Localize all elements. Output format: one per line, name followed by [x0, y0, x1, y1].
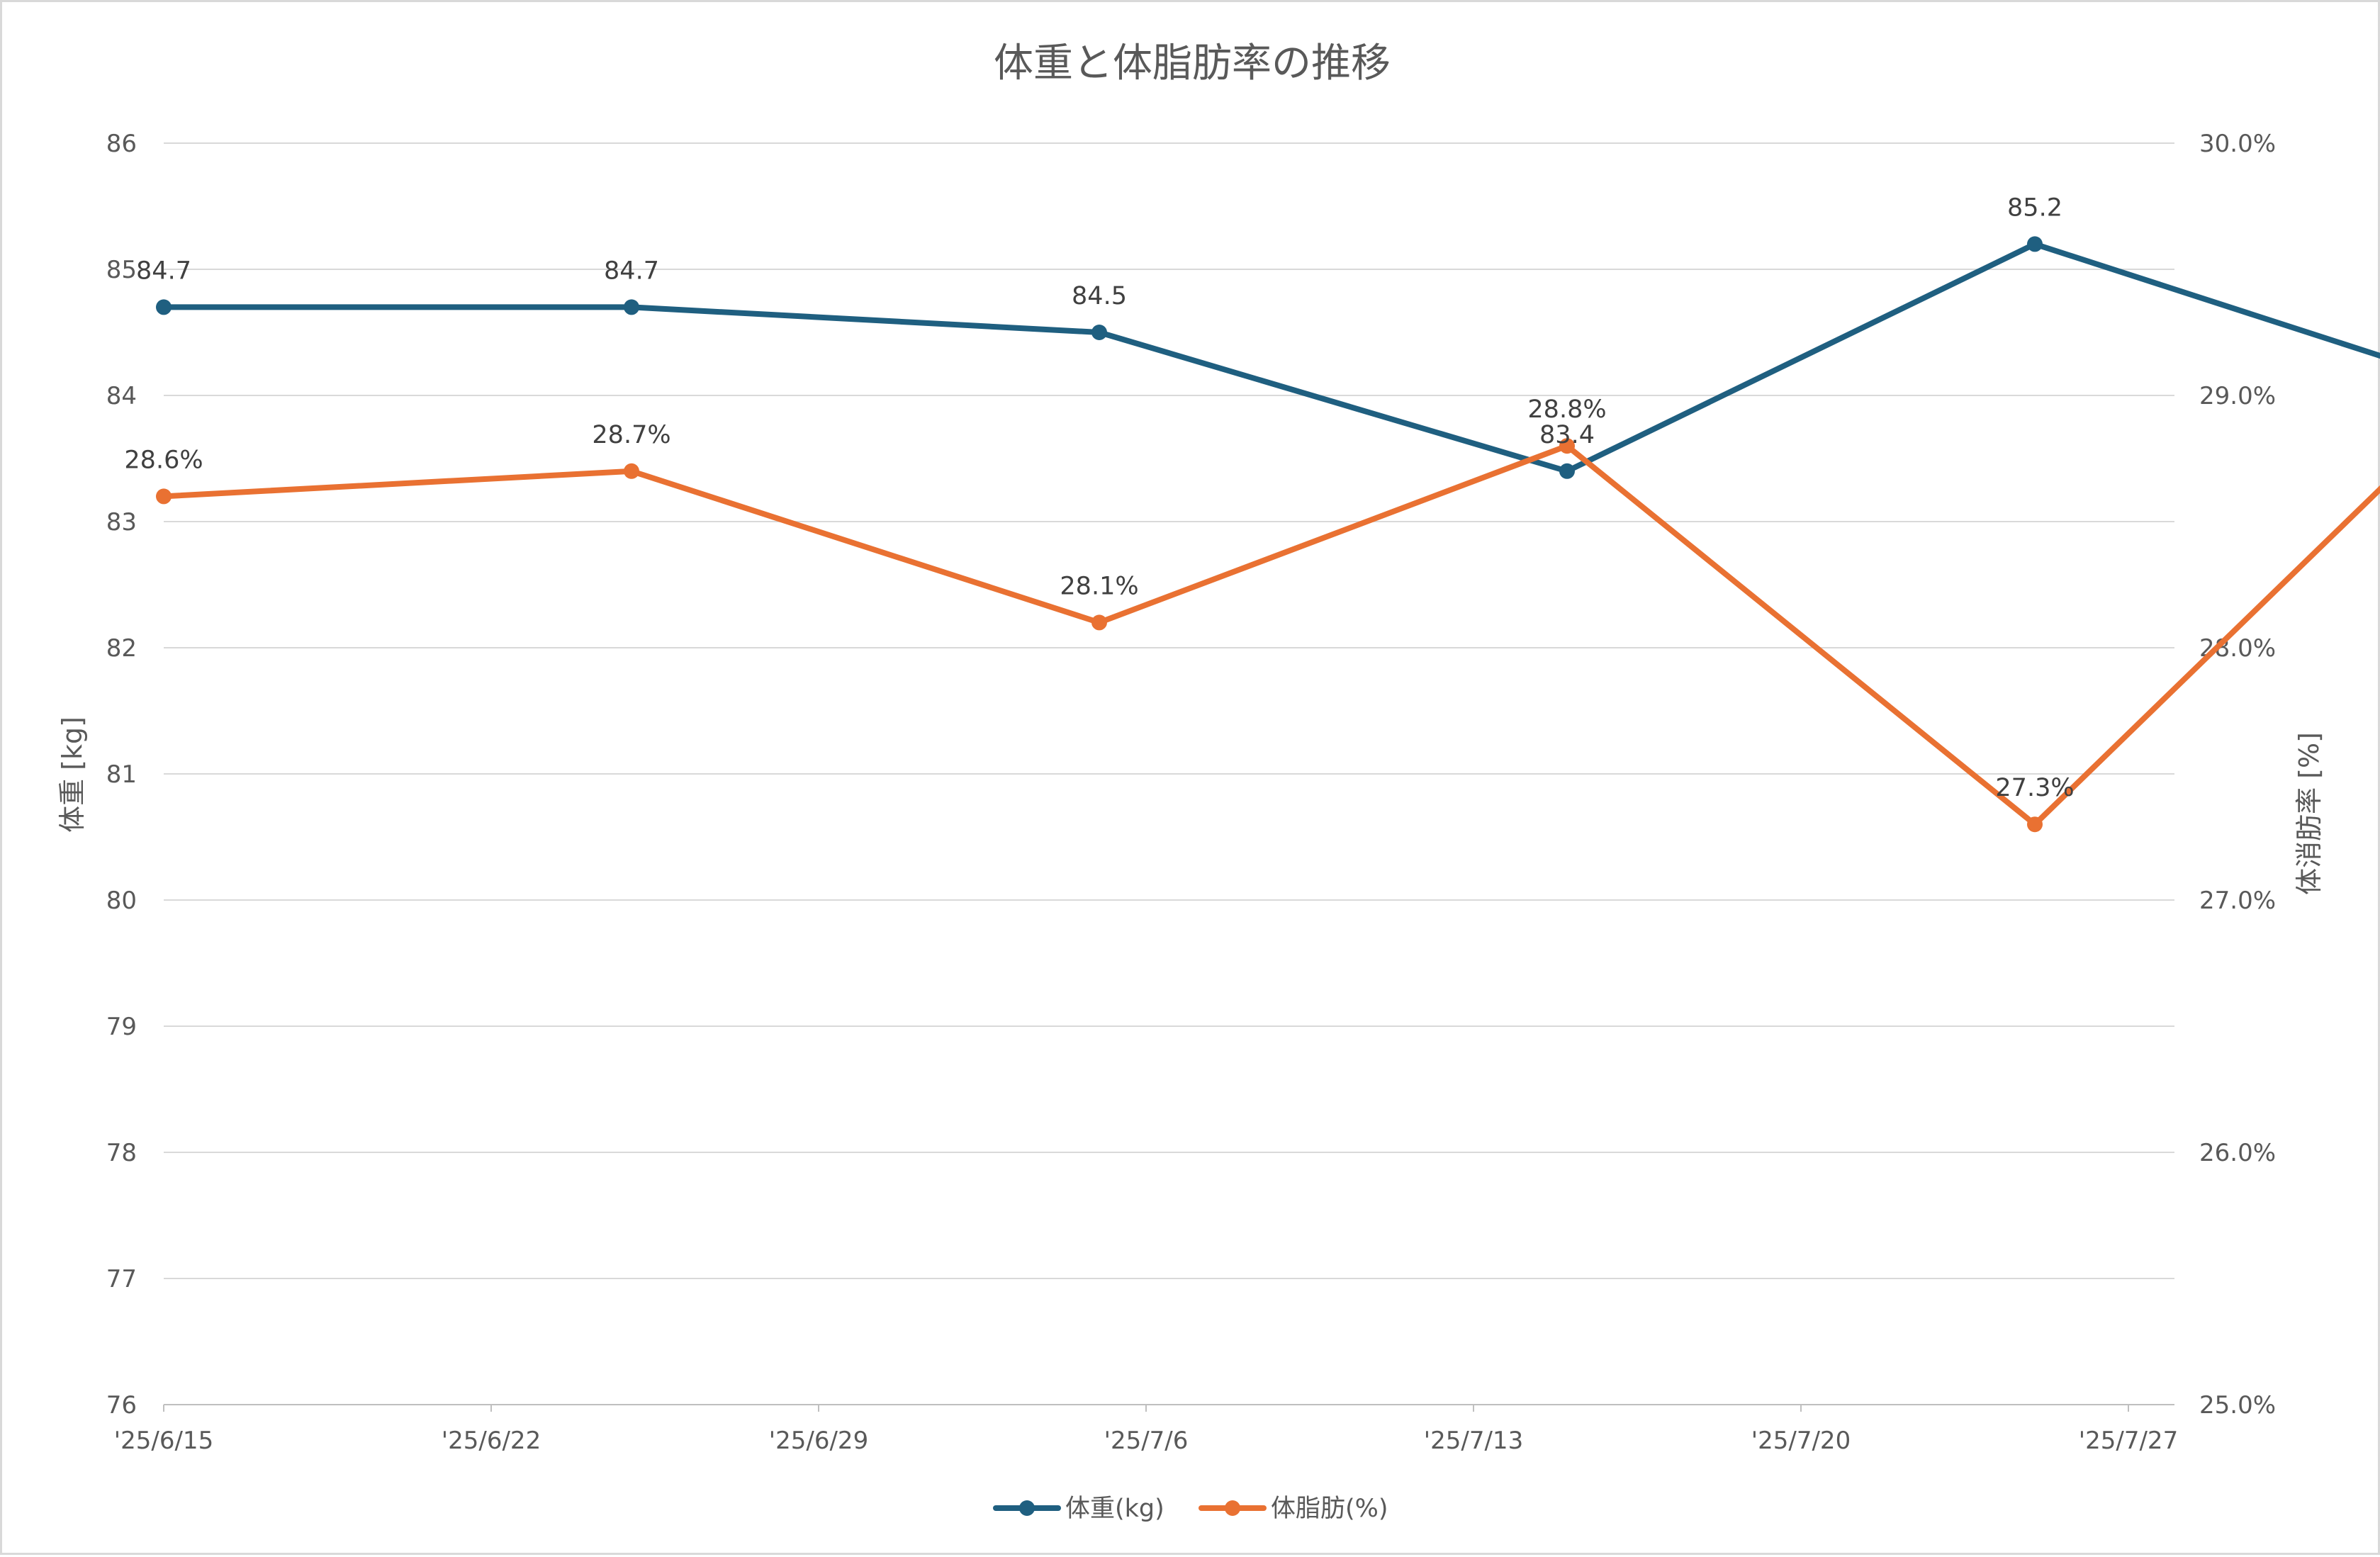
series-point-0: [1091, 325, 1107, 340]
left-tick-label: 76: [106, 1391, 137, 1420]
right-tick-label: 26.0%: [2199, 1139, 2276, 1167]
legend-label: 体脂肪(%): [1271, 1495, 1388, 1523]
left-tick-label: 85: [106, 256, 137, 284]
series-line-0: [161, 241, 2380, 474]
x-tick-label: '25/6/29: [769, 1427, 868, 1455]
data-label: 83.4: [1539, 421, 1595, 449]
legend-marker-0: [1019, 1500, 1035, 1516]
data-label: 84.7: [136, 257, 191, 285]
left-axis-ticks: 86 85 84 83 82 81 80 79 78 77 76: [106, 130, 137, 1420]
right-tick-label: 30.0%: [2199, 130, 2276, 158]
left-tick-label: 80: [106, 887, 137, 915]
series-point-0: [2027, 236, 2043, 252]
legend-label: 体重(kg): [1065, 1495, 1164, 1523]
right-tick-label: 28.0%: [2199, 634, 2276, 663]
x-tick-label: '25/7/13: [1424, 1427, 1523, 1455]
series-point-1: [1559, 438, 1575, 454]
left-tick-label: 84: [106, 382, 137, 410]
x-tick-label: '25/6/15: [114, 1427, 213, 1455]
left-tick-label: 83: [106, 508, 137, 536]
right-tick-label: 27.0%: [2199, 887, 2276, 915]
series-point-0: [156, 299, 172, 315]
series-point-0: [624, 299, 639, 315]
left-tick-label: 81: [106, 760, 137, 789]
series-point-1: [624, 463, 639, 479]
left-tick-label: 78: [106, 1139, 137, 1167]
chart-title: 体重と体脂肪率の推移: [994, 40, 1391, 86]
left-axis-title: 体重 [kg]: [57, 716, 88, 833]
left-tick-label: 77: [106, 1265, 137, 1293]
data-label: 28.1%: [1060, 572, 1138, 600]
series-line-1: [161, 443, 2380, 828]
data-label: 84.7: [604, 257, 659, 285]
data-label: 28.7%: [592, 421, 670, 449]
left-tick-label: 79: [106, 1013, 137, 1041]
left-tick-label: 86: [106, 130, 137, 158]
series-layer: [156, 236, 2380, 833]
series-point-1: [1091, 614, 1107, 631]
data-label: 27.3%: [1995, 774, 2074, 802]
right-tick-label: 25.0%: [2199, 1391, 2276, 1420]
series-point-1: [156, 488, 172, 505]
series-point-1: [2027, 816, 2043, 833]
x-tick-label: '25/7/6: [1104, 1427, 1189, 1455]
gridlines: [164, 142, 2174, 1405]
data-label: 28.8%: [1527, 395, 1606, 424]
right-axis-ticks: 30.0% 29.0% 28.0% 27.0% 26.0% 25.0%: [2199, 130, 2276, 1420]
x-tick-label: '25/6/22: [442, 1427, 541, 1455]
data-label: 85.2: [2007, 193, 2062, 222]
x-tick-label: '25/7/27: [2079, 1427, 2178, 1455]
series-point-0: [1559, 463, 1575, 479]
right-axis-title: 体消肪率 [%]: [2294, 732, 2325, 895]
data-labels: 84.784.784.583.485.284.028.6%28.7%28.1%2…: [124, 193, 2074, 802]
right-tick-label: 29.0%: [2199, 382, 2276, 410]
legend-marker-1: [1225, 1500, 1240, 1516]
x-tick-label: '25/7/20: [1751, 1427, 1851, 1455]
legend: 体重(kg) 体脂肪(%): [993, 1495, 1388, 1523]
data-label: 84.5: [1072, 282, 1127, 310]
data-label: 28.6%: [124, 446, 203, 474]
x-axis: '25/6/15 '25/6/22 '25/6/29 '25/7/6 '25/7/13 '…: [114, 1405, 2178, 1455]
left-tick-label: 82: [106, 634, 137, 663]
